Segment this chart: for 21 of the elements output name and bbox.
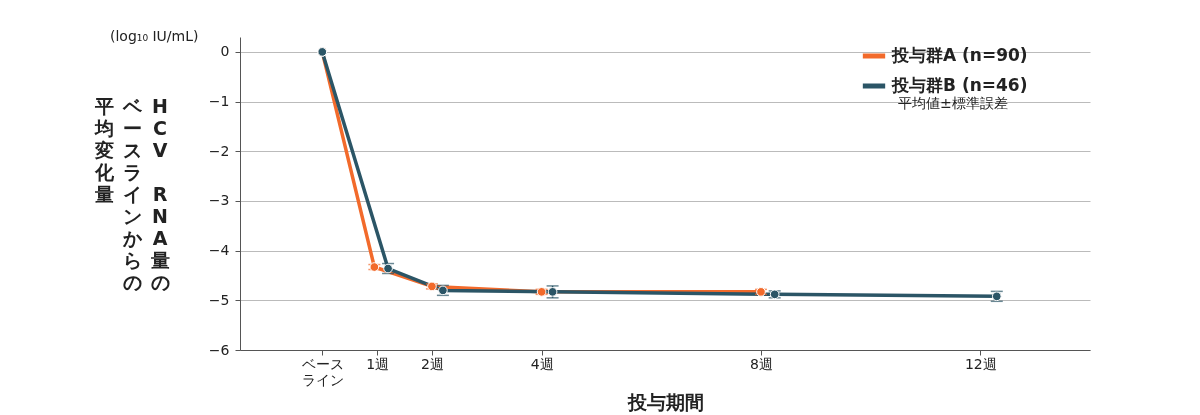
y-tick-label: −1 <box>208 93 230 110</box>
x-tick-label: 12週 <box>964 355 997 372</box>
x-tick-label: 1週 <box>366 355 390 372</box>
x-tick-label: 4週 <box>530 355 554 372</box>
x-tick-label: 2週 <box>420 355 444 372</box>
legend-label: 投与群A (n=90) <box>891 45 1028 65</box>
x-tick-label: 8週 <box>750 355 773 372</box>
text: HCV RNA量の <box>150 95 170 293</box>
x-tick-label: ベースライン <box>301 355 344 388</box>
y-tick-label: −2 <box>208 142 230 159</box>
x-axis-title: 投与期間 <box>626 390 704 413</box>
text: 平均変化量 <box>94 95 114 205</box>
annotation: 平均値±標準誤差 <box>898 95 1008 113</box>
y-tick-label: −4 <box>208 242 230 259</box>
text: ベースラインからの <box>122 95 142 293</box>
text: (log₁₀ IU/mL) <box>110 28 199 44</box>
y-tick-label: −5 <box>208 291 230 308</box>
y-tick-label: −3 <box>208 192 230 209</box>
legend-label: 投与群B (n=46) <box>891 75 1028 95</box>
y-tick-label: 0 <box>220 43 230 60</box>
y-tick-label: −6 <box>208 341 230 358</box>
